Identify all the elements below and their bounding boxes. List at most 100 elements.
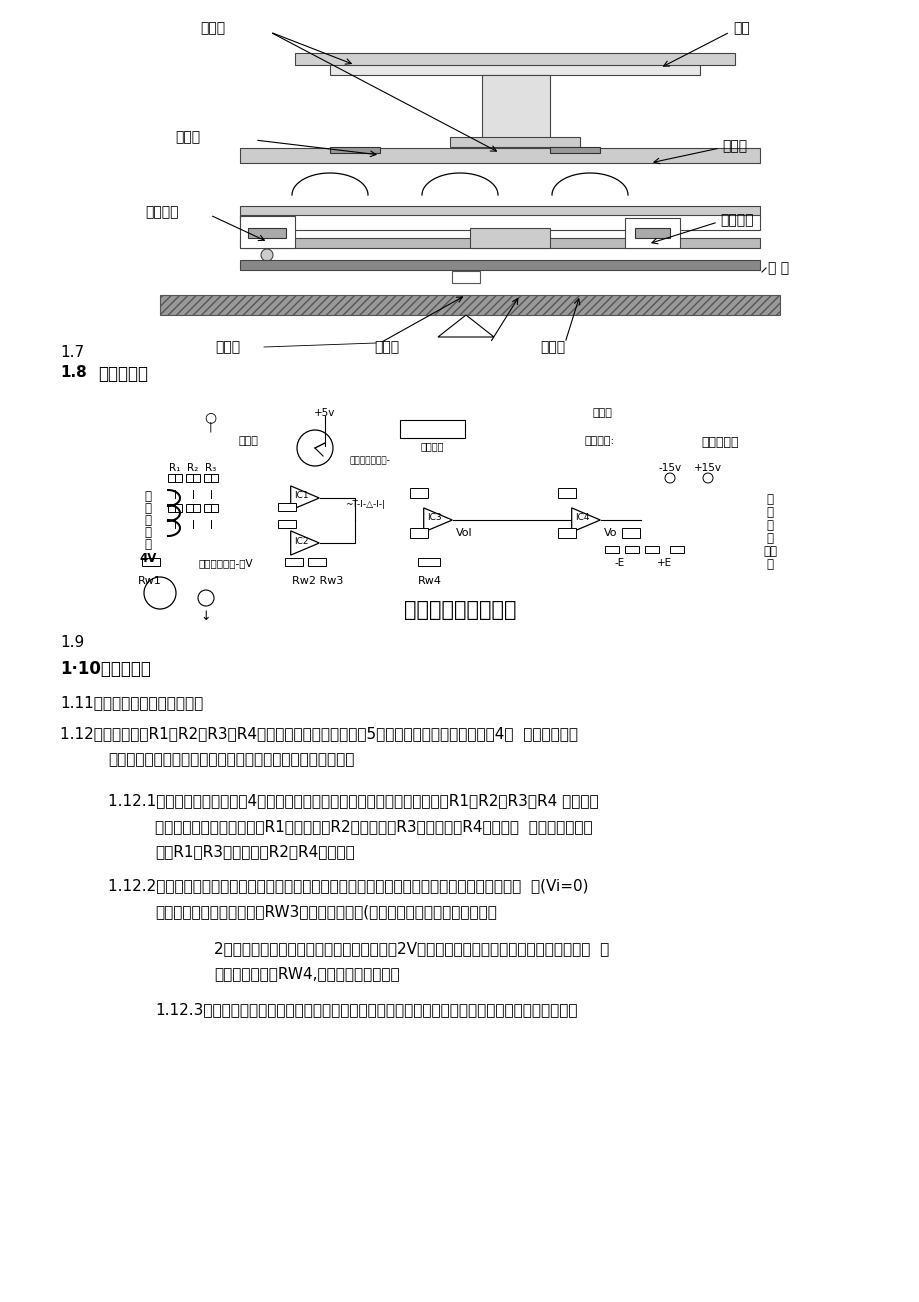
Text: R₂: R₂ <box>187 464 199 473</box>
Bar <box>558 529 575 538</box>
Bar <box>470 228 550 247</box>
Bar <box>410 488 427 497</box>
Text: 机: 机 <box>144 514 152 527</box>
Text: -15v: -15v <box>658 464 681 473</box>
Text: ↓: ↓ <box>200 611 211 622</box>
Text: 4V: 4V <box>139 552 156 565</box>
Text: 1.9: 1.9 <box>60 635 85 650</box>
Bar <box>621 529 640 538</box>
Text: +15v: +15v <box>693 464 721 473</box>
Text: 应变传感器实验模板: 应变传感器实验模板 <box>403 600 516 620</box>
Text: 箱: 箱 <box>766 533 773 546</box>
Bar <box>248 228 286 238</box>
Bar <box>240 238 759 247</box>
Text: Rw1: Rw1 <box>138 575 162 586</box>
Bar <box>330 147 380 154</box>
Text: IC3: IC3 <box>426 513 441 522</box>
Text: 电压: 电压 <box>762 546 777 559</box>
Text: 模 板: 模 板 <box>767 260 789 275</box>
Bar <box>330 61 699 76</box>
Text: 接王机箱土: 接王机箱土 <box>700 436 738 449</box>
Text: 应变片: 应变片 <box>592 408 611 418</box>
Text: IC1: IC1 <box>293 491 308 500</box>
Text: 1.12实验模板中的R1、R2、R3、R4为应变片，没有文字标记的5个电阔符号下面是空的。其中4个  组成电桥模型: 1.12实验模板中的R1、R2、R3、R4为应变片，没有文字标记的5个电阔符号下… <box>60 727 577 741</box>
Text: 固定螺: 固定螺 <box>215 340 240 354</box>
Text: 主: 主 <box>144 503 152 516</box>
Text: |: | <box>208 422 211 432</box>
Text: 时，R1、R3组织增加，R2、R4阔值减小: 时，R1、R3组织增加，R2、R4阔值减小 <box>154 844 355 859</box>
Text: 1.8: 1.8 <box>60 365 86 380</box>
Text: ；调节放大器的增益电位器RW3大约到中间位置(先逆时针旋到底，再顺时针旋转: ；调节放大器的增益电位器RW3大约到中间位置(先逆时针旋到底，再顺时针旋转 <box>154 904 496 919</box>
Bar <box>449 137 579 147</box>
Text: ~T-I-△-I-|: ~T-I-△-I-| <box>345 500 385 509</box>
Text: 托盘: 托盘 <box>732 21 749 35</box>
Bar <box>168 474 182 482</box>
Text: 是为实验者组成电桥方便而设，途中的粗黑曲线表示连接线。: 是为实验者组成电桥方便而设，途中的粗黑曲线表示连接线。 <box>108 753 354 767</box>
Bar <box>558 488 575 497</box>
Text: 1.12.1根据接线图。传感器中4片应变片和加热电阔已连接在实验模板左上方的R1、R2、R3、R4 和加热器: 1.12.1根据接线图。传感器中4片应变片和加热电阔已连接在实验模板左上方的R1… <box>108 793 598 809</box>
Text: Rw4: Rw4 <box>417 575 441 586</box>
Bar <box>186 504 199 512</box>
Text: 1.7: 1.7 <box>60 345 84 359</box>
Text: 加热电阻: 加热电阻 <box>420 441 443 450</box>
Bar <box>160 296 779 315</box>
Text: Vo: Vo <box>604 529 617 538</box>
Bar <box>240 216 295 247</box>
Text: 接: 接 <box>144 490 152 503</box>
Text: 机: 机 <box>766 519 773 533</box>
Bar <box>634 228 669 238</box>
Text: 1·10实验步骤：: 1·10实验步骤： <box>60 660 151 678</box>
Bar <box>204 504 218 512</box>
Bar <box>644 546 658 553</box>
Text: 限程螺丝: 限程螺丝 <box>720 214 753 227</box>
Bar <box>240 260 759 270</box>
Text: 专厂接主机箱-斗V: 专厂接主机箱-斗V <box>199 559 253 568</box>
Bar <box>240 148 759 163</box>
Text: 器的调零电位器RW4,使电压表显示为零。: 器的调零电位器RW4,使电压表显示为零。 <box>214 966 399 980</box>
Text: 弹性体: 弹性体 <box>721 139 746 154</box>
Bar <box>285 559 302 566</box>
Bar <box>451 271 480 283</box>
Text: 驱动应变传感器-: 驱动应变传感器- <box>349 456 391 465</box>
Text: IC2: IC2 <box>293 536 308 546</box>
Text: R₁: R₁ <box>169 464 180 473</box>
Text: +E: +E <box>657 559 672 568</box>
Bar <box>550 147 599 154</box>
Bar <box>168 504 182 512</box>
Text: 表: 表 <box>766 559 773 572</box>
Text: Vol: Vol <box>456 529 472 538</box>
Bar <box>308 559 325 566</box>
Text: 主: 主 <box>766 506 773 519</box>
Bar <box>142 559 160 566</box>
Text: ○: ○ <box>204 410 216 424</box>
Bar <box>624 217 679 247</box>
Bar <box>278 519 296 529</box>
Bar <box>624 546 639 553</box>
Bar <box>240 206 759 217</box>
Text: 上。传感器左下角应变片为R1；右下角为R2；右上角为R3；左上角为R4。当传感  器托盘指点受压: 上。传感器左下角应变片为R1；右下角为R2；右上角为R3；左上角为R4。当传感 … <box>154 819 592 835</box>
Bar <box>295 53 734 65</box>
Text: 1.12.3应变片单臂电桥实验：拆去放大器输入端口的短接线，将暂时脱开的引线复原（见接线图）。: 1.12.3应变片单臂电桥实验：拆去放大器输入端口的短接线，将暂时脱开的引线复原… <box>154 1003 577 1017</box>
Bar <box>669 546 683 553</box>
Text: 2圈）；将主机筱电压表的量程切换开关打到2V档，合上主机筱电源开关；调节实验模板放  大: 2圈）；将主机筱电压表的量程切换开关打到2V档，合上主机筱电源开关；调节实验模板… <box>214 941 608 956</box>
Text: 应变片: 应变片 <box>539 340 564 354</box>
Polygon shape <box>437 315 494 337</box>
Text: 加热器: 加热器 <box>238 436 257 447</box>
Bar <box>278 503 296 510</box>
Bar <box>605 546 618 553</box>
Text: 1.11应变传感器实验模板说明：: 1.11应变传感器实验模板说明： <box>60 695 203 710</box>
Bar <box>410 529 427 538</box>
Text: 接: 接 <box>766 493 773 506</box>
Text: IC4: IC4 <box>574 513 588 522</box>
Bar <box>482 76 550 141</box>
Text: 加热丝: 加热丝 <box>374 340 399 354</box>
Text: R₃: R₃ <box>205 464 216 473</box>
Bar <box>417 559 439 566</box>
Text: 引出线: 引出线 <box>175 130 200 145</box>
Text: +5v: +5v <box>314 408 335 418</box>
Bar <box>186 474 199 482</box>
Bar <box>240 215 759 230</box>
Bar <box>204 474 218 482</box>
Text: 1.12.2放大器输出调零：将实验模板上放大器的两输入端口引线暂时脱开，再用导线将两输入端短  接(Vi=0): 1.12.2放大器输出调零：将实验模板上放大器的两输入端口引线暂时脱开，再用导线… <box>108 878 588 893</box>
Text: 应变片: 应变片 <box>199 21 225 35</box>
